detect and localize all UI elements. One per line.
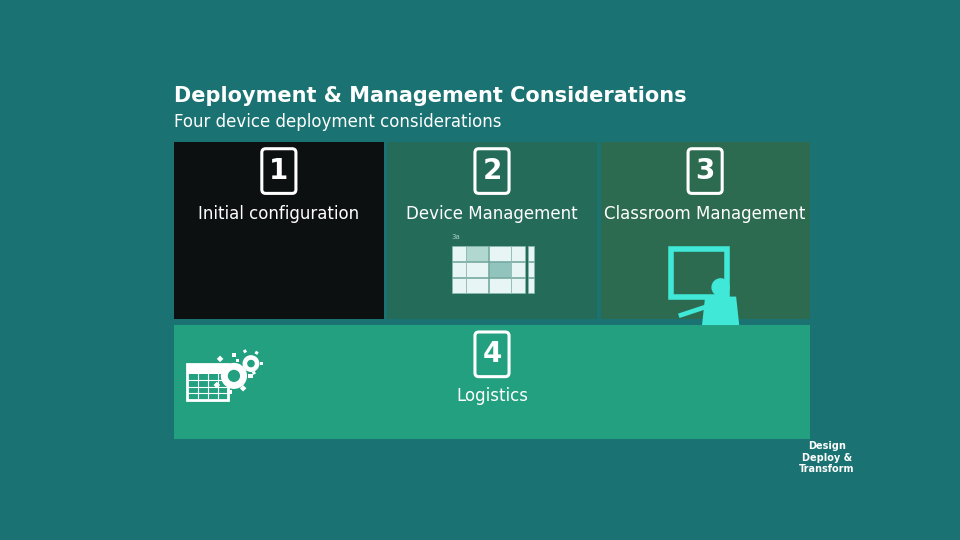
Text: Deployment & Management Considerations: Deployment & Management Considerations <box>175 86 686 106</box>
Bar <box>252 370 256 375</box>
Text: 3: 3 <box>695 157 715 185</box>
Bar <box>213 382 220 388</box>
Bar <box>467 278 488 294</box>
Bar <box>243 359 250 366</box>
Bar <box>452 262 466 278</box>
Bar <box>254 350 258 355</box>
Bar <box>512 262 525 278</box>
Circle shape <box>222 363 247 388</box>
Bar <box>467 246 488 261</box>
Bar <box>175 325 809 439</box>
Bar <box>187 364 228 400</box>
Bar <box>175 142 383 319</box>
Bar <box>528 246 534 261</box>
Bar <box>489 278 511 294</box>
Bar <box>187 364 228 374</box>
Bar <box>259 362 263 365</box>
Bar <box>240 385 247 392</box>
Text: Four device deployment considerations: Four device deployment considerations <box>175 112 502 131</box>
Text: Initial configuration: Initial configuration <box>199 205 359 223</box>
Bar <box>240 369 245 373</box>
Bar <box>671 249 727 296</box>
Bar <box>236 359 239 362</box>
Bar <box>512 246 525 261</box>
Text: Design
Deploy &
Transform: Design Deploy & Transform <box>799 441 854 475</box>
Bar <box>528 278 534 294</box>
Circle shape <box>228 370 239 381</box>
Bar <box>217 356 224 362</box>
Bar <box>452 246 466 261</box>
Text: Classroom Management: Classroom Management <box>605 205 805 223</box>
Bar <box>601 142 809 319</box>
FancyArrow shape <box>678 305 708 318</box>
Polygon shape <box>702 296 739 325</box>
Bar <box>231 353 236 357</box>
Text: Device Management: Device Management <box>406 205 578 223</box>
Bar <box>512 278 525 294</box>
Bar <box>210 369 215 374</box>
Text: 1: 1 <box>269 157 289 185</box>
Bar <box>528 262 534 278</box>
Text: 2: 2 <box>482 157 502 185</box>
Bar <box>489 262 511 278</box>
Circle shape <box>712 279 730 296</box>
Bar <box>489 246 511 261</box>
Bar <box>227 390 231 394</box>
Circle shape <box>243 356 259 372</box>
Bar <box>243 349 247 353</box>
Bar <box>388 142 596 319</box>
Bar <box>248 374 252 378</box>
Text: Logistics: Logistics <box>456 387 528 404</box>
Text: 3a: 3a <box>452 234 461 240</box>
Text: 4: 4 <box>482 340 502 368</box>
Bar <box>452 278 466 294</box>
Bar <box>467 262 488 278</box>
Circle shape <box>248 361 254 367</box>
